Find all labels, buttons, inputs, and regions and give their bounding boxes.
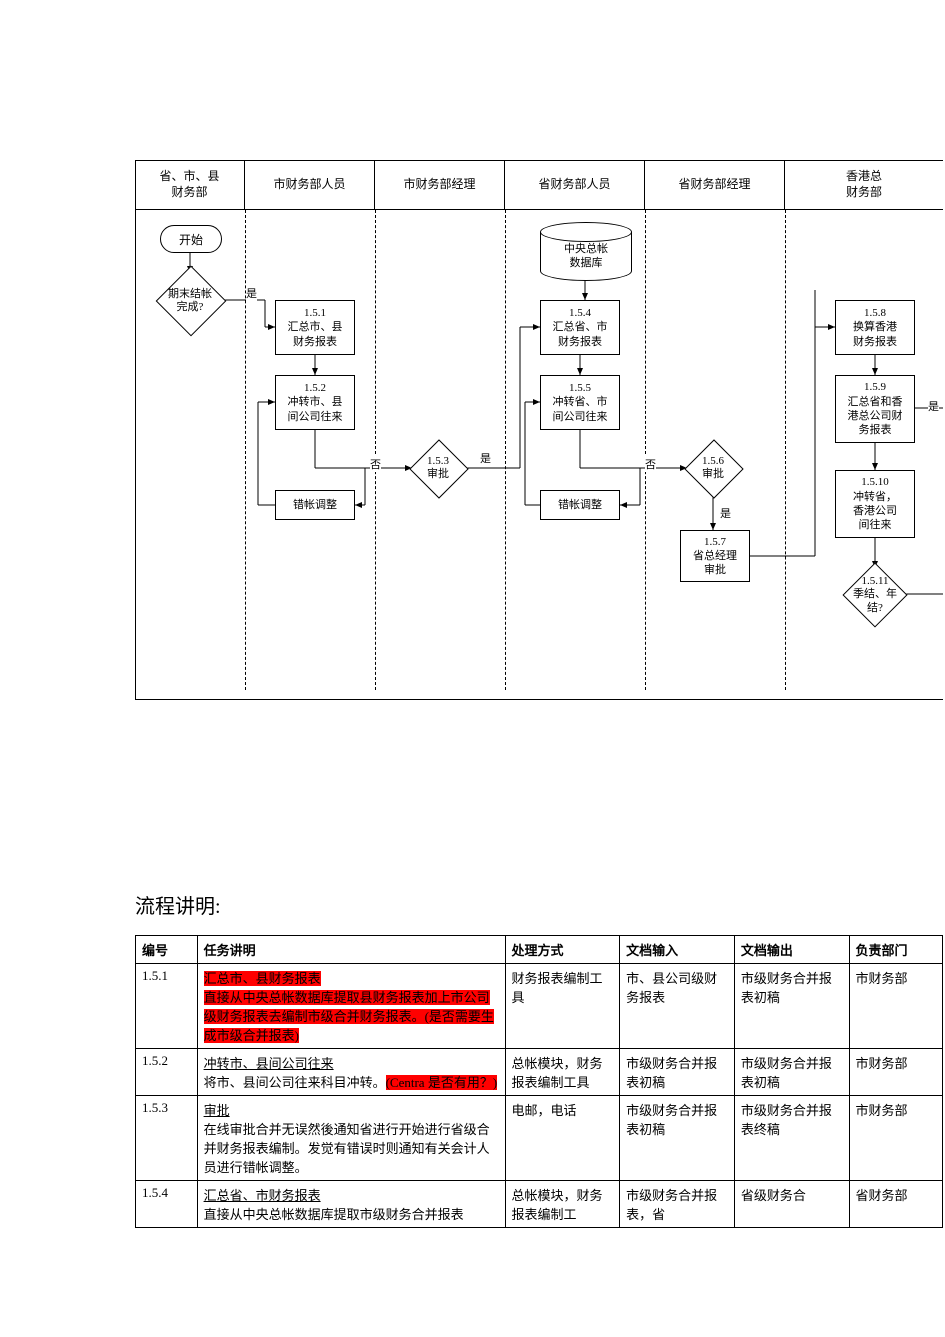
cell-dept: 省财务部 bbox=[849, 1181, 942, 1228]
lane-divider bbox=[375, 210, 376, 690]
lane-head-3: 省财务部人员 bbox=[505, 160, 645, 210]
process-description-table: 编号 任务讲明 处理方式 文档输入 文档输出 负责部门 1.5.1汇总市、县财务… bbox=[135, 935, 943, 1228]
lane-head-2: 市财务部经理 bbox=[375, 160, 505, 210]
node-label: 错帐调整 bbox=[293, 498, 337, 512]
lane-label: 市财务部人员 bbox=[273, 177, 345, 193]
table-row: 1.5.1汇总市、县财务报表直接从中央总帐数据库提取县财务报表加上市公司级财务报… bbox=[136, 964, 943, 1049]
decision-text: 1.5.3审批 bbox=[427, 455, 449, 481]
cell-id: 1.5.3 bbox=[136, 1096, 198, 1181]
cell-in: 市级财务合并报表，省 bbox=[620, 1181, 735, 1228]
start-node: 开始 bbox=[160, 225, 222, 253]
table-row: 1.5.3审批在线审批合并无误然後通知省进行开始进行省级合并财务报表编制。发觉有… bbox=[136, 1096, 943, 1181]
decision-1-5-11-label: 1.5.11季结、年结? bbox=[838, 574, 912, 616]
lane-label: 省、市、县财务部 bbox=[159, 169, 219, 200]
edge-label-no: 否 bbox=[370, 456, 381, 472]
node-label: 1.5.10冲转省，香港公司间往来 bbox=[853, 475, 897, 532]
cell-out: 市级财务合并报表初稿 bbox=[734, 964, 849, 1049]
cell-task: 冲转市、县间公司往来将市、县间公司往来科目冲转。(Centra 是否有用？) bbox=[197, 1049, 505, 1096]
table-header-row: 编号 任务讲明 处理方式 文档输入 文档输出 负责部门 bbox=[136, 936, 943, 964]
node-1-5-10: 1.5.10冲转省，香港公司间往来 bbox=[835, 470, 915, 538]
lane-head-1: 市财务部人员 bbox=[245, 160, 375, 210]
node-label: 1.5.2冲转市、县间公司往来 bbox=[288, 381, 343, 424]
lane-label: 香港总财务部 bbox=[846, 169, 882, 200]
node-err1: 错帐调整 bbox=[275, 490, 355, 520]
node-label: 1.5.9汇总省和香港总公司财务报表 bbox=[848, 380, 903, 437]
node-1-5-2: 1.5.2冲转市、县间公司往来 bbox=[275, 375, 355, 430]
cell-in: 市级财务合并报表初稿 bbox=[620, 1049, 735, 1096]
cell-dept: 市财务部 bbox=[849, 1096, 942, 1181]
lane-head-4: 省财务部经理 bbox=[645, 160, 785, 210]
cell-id: 1.5.4 bbox=[136, 1181, 198, 1228]
edge-label-yes: 是 bbox=[720, 505, 731, 521]
node-1-5-5: 1.5.5冲转省、市间公司往来 bbox=[540, 375, 620, 430]
flowchart-frame bbox=[135, 160, 943, 700]
lane-divider bbox=[785, 210, 786, 690]
edge-label-yes: 是 bbox=[480, 450, 491, 466]
col-task: 任务讲明 bbox=[197, 936, 505, 964]
node-err2: 错帐调整 bbox=[540, 490, 620, 520]
col-proc: 处理方式 bbox=[505, 936, 620, 964]
start-label: 开始 bbox=[179, 231, 203, 248]
table-row: 1.5.4汇总省、市财务报表直接从中央总帐数据库提取市级财务合并报表总帐模块，财… bbox=[136, 1181, 943, 1228]
node-1-5-1: 1.5.1汇总市、县财务报表 bbox=[275, 300, 355, 355]
decision-1-5-6-label: 1.5.6审批 bbox=[683, 450, 743, 486]
lane-label: 省财务部人员 bbox=[538, 177, 610, 193]
decision-text: 期末结帐完成? bbox=[168, 288, 212, 314]
cell-task: 汇总省、市财务报表直接从中央总帐数据库提取市级财务合并报表 bbox=[197, 1181, 505, 1228]
cell-in: 市级财务合并报表初稿 bbox=[620, 1096, 735, 1181]
node-label: 错帐调整 bbox=[558, 498, 602, 512]
decision-1-5-3-label: 1.5.3审批 bbox=[408, 450, 468, 486]
edge-label-yes: 是 bbox=[246, 285, 257, 301]
decision-period-close-label: 期末结帐完成? bbox=[150, 283, 230, 319]
lane-divider bbox=[245, 210, 246, 690]
node-label: 1.5.1汇总市、县财务报表 bbox=[288, 306, 343, 349]
cell-dept: 市财务部 bbox=[849, 964, 942, 1049]
page: 省、市、县财务部 市财务部人员 市财务部经理 省财务部人员 省财务部经理 香港总… bbox=[0, 0, 945, 1337]
cell-task: 审批在线审批合并无误然後通知省进行开始进行省级合并财务报表编制。发觉有错误时则通… bbox=[197, 1096, 505, 1181]
lane-label: 省财务部经理 bbox=[678, 177, 750, 193]
node-1-5-7: 1.5.7省总经理审批 bbox=[680, 530, 750, 582]
node-label: 1.5.8换算香港财务报表 bbox=[853, 306, 897, 349]
section-title: 流程讲明: bbox=[135, 890, 221, 919]
node-label: 1.5.7省总经理审批 bbox=[693, 535, 737, 578]
col-id: 编号 bbox=[136, 936, 198, 964]
cell-id: 1.5.2 bbox=[136, 1049, 198, 1096]
node-1-5-4: 1.5.4汇总省、市财务报表 bbox=[540, 300, 620, 355]
cell-proc: 总帐模块，财务报表编制工具 bbox=[505, 1049, 620, 1096]
node-1-5-9: 1.5.9汇总省和香港总公司财务报表 bbox=[835, 375, 915, 443]
edge-label-yes: 是 bbox=[928, 398, 939, 414]
swimlane-headers: 省、市、县财务部 市财务部人员 市财务部经理 省财务部人员 省财务部经理 香港总… bbox=[135, 160, 943, 210]
col-in: 文档输入 bbox=[620, 936, 735, 964]
cell-proc: 总帐模块，财务报表编制工 bbox=[505, 1181, 620, 1228]
lane-head-0: 省、市、县财务部 bbox=[135, 160, 245, 210]
cell-proc: 电邮，电话 bbox=[505, 1096, 620, 1181]
table-row: 1.5.2冲转市、县间公司往来将市、县间公司往来科目冲转。(Centra 是否有… bbox=[136, 1049, 943, 1096]
cell-dept: 市财务部 bbox=[849, 1049, 942, 1096]
node-label: 1.5.5冲转省、市间公司往来 bbox=[553, 381, 608, 424]
cell-out: 市级财务合并报表初稿 bbox=[734, 1049, 849, 1096]
cell-out: 市级财务合并报表终稿 bbox=[734, 1096, 849, 1181]
cell-task: 汇总市、县财务报表直接从中央总帐数据库提取县财务报表加上市公司级财务报表去编制市… bbox=[197, 964, 505, 1049]
edge-label-no: 否 bbox=[645, 456, 656, 472]
lane-head-5: 香港总财务部 bbox=[785, 160, 943, 210]
decision-text: 1.5.11季结、年结? bbox=[853, 575, 897, 615]
node-1-5-8: 1.5.8换算香港财务报表 bbox=[835, 300, 915, 355]
col-out: 文档输出 bbox=[734, 936, 849, 964]
lane-divider bbox=[505, 210, 506, 690]
lane-label: 市财务部经理 bbox=[403, 177, 475, 193]
col-dept: 负责部门 bbox=[849, 936, 942, 964]
node-label: 1.5.4汇总省、市财务报表 bbox=[553, 306, 608, 349]
db-label: 中央总帐数据库 bbox=[564, 242, 608, 271]
decision-text: 1.5.6审批 bbox=[702, 455, 724, 481]
cell-out: 省级财务合 bbox=[734, 1181, 849, 1228]
cell-in: 市、县公司级财务报表 bbox=[620, 964, 735, 1049]
lane-divider bbox=[645, 210, 646, 690]
cell-id: 1.5.1 bbox=[136, 964, 198, 1049]
cell-proc: 财务报表编制工具 bbox=[505, 964, 620, 1049]
db-top bbox=[540, 222, 632, 242]
